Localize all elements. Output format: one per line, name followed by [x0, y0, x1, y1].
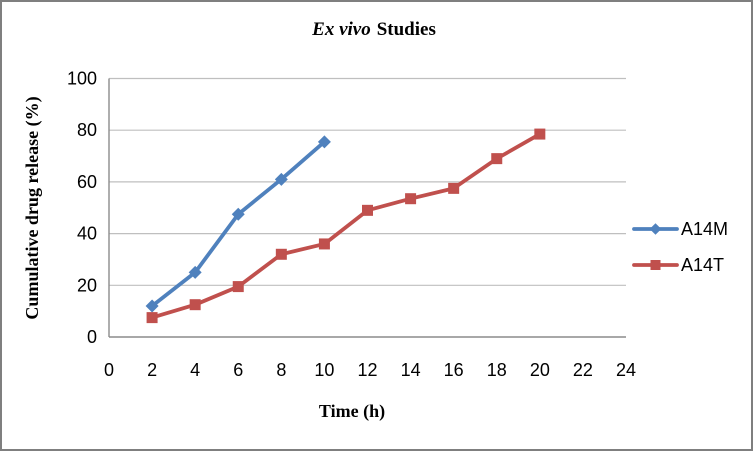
x-axis-title: Time (h): [319, 401, 385, 422]
marker-a14m-x6: [231, 207, 245, 221]
series-line-a14t: [150, 132, 542, 320]
x-tick-label-24: 24: [616, 360, 636, 380]
y-tick-label-80: 80: [77, 120, 97, 140]
legend-square-marker: [650, 260, 661, 270]
x-tick-label-6: 6: [233, 360, 243, 380]
y-axis-title: Cumulative drug release (%): [22, 96, 43, 319]
marker-a14m-x2: [145, 299, 159, 313]
x-tick-label-10: 10: [314, 360, 334, 380]
marker-a14t-x20: [534, 128, 546, 140]
legend-label-a14m: A14M: [681, 219, 728, 239]
y-tick-label-100: 100: [67, 69, 97, 89]
marker-a14t-x12: [362, 204, 373, 216]
x-tick-label-8: 8: [276, 360, 286, 380]
marker-a14t-x2: [146, 312, 158, 324]
marker-a14t-x16: [448, 182, 460, 194]
x-tick-label-2: 2: [147, 360, 157, 380]
chart-title: Ex vivo Studies: [311, 19, 436, 40]
x-tick-label-22: 22: [573, 360, 593, 380]
marker-a14t-x4: [189, 299, 201, 311]
y-tick-label-0: 0: [87, 327, 97, 347]
marker-a14m-x8: [274, 172, 288, 186]
x-axis-tick-labels: 0 2 4 6 8 10 12 14 16 18 20 22 24: [104, 360, 636, 380]
x-tick-label-4: 4: [190, 360, 200, 380]
marker-a14t-x6: [232, 281, 244, 293]
axes: [108, 78, 626, 338]
y-tick-label-40: 40: [77, 224, 97, 244]
legend: A14M A14T: [632, 219, 728, 275]
x-tick-label-14: 14: [401, 360, 421, 380]
marker-a14m-x4: [188, 265, 202, 279]
marker-a14t-x8: [275, 248, 287, 260]
x-tick-label-0: 0: [104, 360, 114, 380]
gridlines: [109, 77, 626, 286]
marker-a14t-x14: [405, 193, 417, 205]
x-tick-label-12: 12: [357, 360, 377, 380]
data-series: [145, 128, 546, 324]
y-axis-tick-labels: 0 20 40 60 80 100: [67, 69, 97, 348]
marker-a14t-x10: [318, 238, 330, 250]
chart-title-italic-part: Ex vivo: [311, 19, 371, 40]
legend-label-a14t: A14T: [681, 255, 724, 275]
x-tick-label-20: 20: [530, 360, 550, 380]
marker-a14t-x18: [491, 153, 503, 165]
x-tick-label-18: 18: [487, 360, 507, 380]
y-tick-label-20: 20: [77, 275, 97, 295]
legend-diamond-marker: [649, 223, 662, 235]
y-tick-label-60: 60: [77, 172, 97, 192]
legend-entry-a14t: A14T: [632, 255, 724, 275]
marker-a14m-x10: [317, 135, 331, 149]
x-tick-label-16: 16: [444, 360, 464, 380]
chart-title-rest-part: Studies: [377, 19, 436, 40]
legend-entry-a14m: A14M: [632, 219, 728, 239]
